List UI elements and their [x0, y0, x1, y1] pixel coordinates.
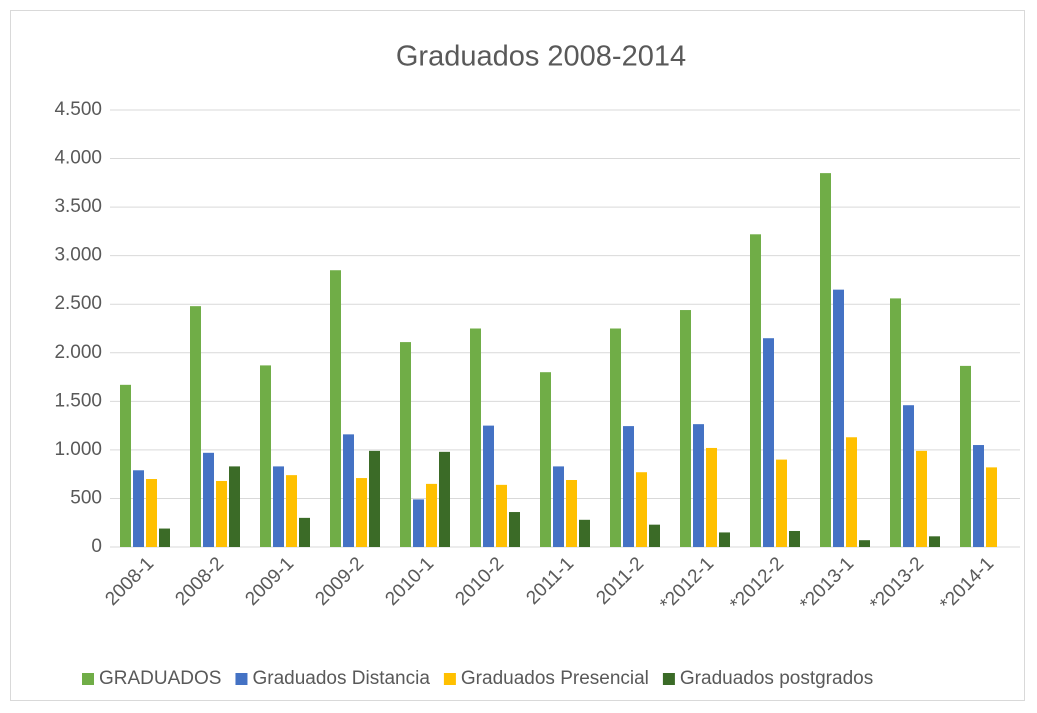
bar	[566, 479, 577, 547]
bar	[903, 405, 914, 547]
bar	[776, 459, 787, 547]
legend-swatch	[662, 673, 675, 685]
y-tick-label: 4.000	[54, 148, 102, 169]
bar	[623, 426, 634, 547]
bar	[483, 425, 494, 547]
y-tick-label: 500	[70, 487, 102, 508]
y-tick-label: 2.000	[54, 342, 102, 363]
bar	[973, 445, 984, 547]
legend-label: Graduados Presencial	[461, 668, 649, 689]
bar	[820, 173, 831, 547]
y-tick-label: 2.500	[54, 293, 102, 314]
bar	[553, 466, 564, 547]
bar	[763, 338, 774, 547]
bar	[706, 447, 717, 547]
bar	[960, 365, 971, 547]
bar	[890, 298, 901, 547]
y-tick-label: 3.000	[54, 245, 102, 266]
y-tick-label: 3.500	[54, 196, 102, 217]
bar	[190, 306, 201, 547]
bar	[146, 479, 157, 547]
chart-title: Graduados 2008-2014	[396, 41, 686, 73]
bar	[400, 342, 411, 547]
bar	[680, 310, 691, 547]
bar	[833, 289, 844, 547]
y-tick-label: 0	[91, 536, 102, 557]
bar	[260, 365, 271, 547]
bar	[636, 472, 647, 547]
bar	[750, 234, 761, 547]
bar	[859, 540, 870, 547]
bar	[916, 450, 927, 547]
bar	[693, 424, 704, 547]
bar	[299, 517, 310, 547]
y-tick-label: 4.500	[54, 99, 102, 120]
bar	[133, 470, 144, 547]
bar	[216, 480, 227, 547]
legend-label: Graduados postgrados	[680, 668, 873, 689]
bar	[343, 434, 354, 547]
legend-label: GRADUADOS	[99, 668, 221, 689]
bar	[496, 484, 507, 547]
bar	[610, 328, 621, 547]
legend-swatch	[82, 673, 94, 685]
bar	[579, 519, 590, 547]
bar	[229, 466, 240, 547]
bar	[439, 451, 450, 547]
bar	[286, 475, 297, 547]
bar	[509, 512, 520, 547]
bar	[273, 466, 284, 547]
bar	[929, 536, 940, 547]
legend-swatch	[443, 673, 456, 685]
bar	[470, 328, 481, 547]
y-tick-label: 1.500	[54, 390, 102, 411]
bar	[649, 524, 660, 547]
y-tick-label: 1.000	[54, 439, 102, 460]
bar	[413, 499, 424, 547]
bar	[159, 528, 170, 547]
bar	[120, 384, 131, 547]
bar	[846, 437, 857, 547]
bar	[369, 450, 380, 547]
chart-frame	[10, 10, 1025, 701]
bar	[356, 478, 367, 547]
bar	[426, 483, 437, 547]
legend-swatch	[235, 673, 248, 685]
bar	[540, 372, 551, 547]
bar	[986, 467, 997, 547]
bar	[330, 270, 341, 547]
bar	[719, 532, 730, 547]
bar	[203, 452, 214, 547]
bar	[789, 530, 800, 547]
legend-label: Graduados Distancia	[252, 668, 430, 689]
